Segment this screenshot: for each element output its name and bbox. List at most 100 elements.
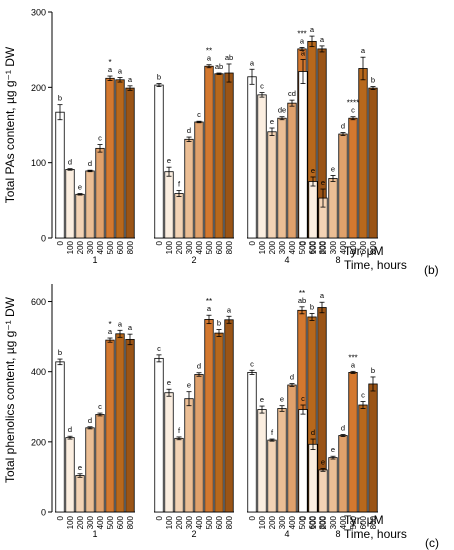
significance-letter: a [361, 46, 366, 55]
significance-letter: e [321, 458, 325, 467]
x-tick-label-tyr: 500 [298, 240, 307, 254]
bar [105, 77, 115, 239]
bar [184, 138, 194, 239]
bar [164, 171, 174, 239]
significance-letter: b [58, 94, 62, 103]
significance-letter: e [78, 463, 82, 472]
significance-star: **** [347, 99, 359, 108]
bar [164, 392, 174, 513]
significance-star: * [108, 58, 111, 67]
bar [224, 319, 234, 513]
significance-letter: b [310, 302, 314, 311]
significance-letter: de [278, 106, 286, 115]
significance-letter: d [341, 122, 345, 131]
bar [125, 87, 135, 239]
bar [287, 102, 297, 239]
bar [85, 170, 95, 239]
x-tick-label-tyr: 300 [278, 240, 287, 254]
significance-letter: b [157, 73, 161, 82]
bar [318, 469, 328, 513]
x-tick-label-tyr: 100 [165, 240, 174, 254]
x-group-label-time: 4 [284, 529, 289, 539]
bar [115, 79, 125, 239]
x-tick-label-tyr: 300 [329, 515, 338, 529]
y-tick-label-b: 200 [31, 83, 46, 93]
bar [55, 111, 65, 239]
significance-letter: a [207, 54, 212, 63]
x-tick-label-tyr: 0 [299, 515, 308, 520]
significance-letter: c [98, 134, 102, 143]
significance-star: *** [348, 353, 357, 362]
y-tick-label-b: 100 [31, 158, 46, 168]
bar [277, 117, 287, 239]
significance-letter: a [301, 48, 306, 57]
significance-letter: d [68, 425, 72, 434]
tyr-axis-title-c: Tyr, μM [344, 513, 384, 527]
bar [95, 414, 105, 513]
bar [174, 437, 184, 513]
x-tick-label-tyr: 0 [248, 240, 257, 245]
x-tick-label-tyr: 800 [318, 240, 327, 254]
x-tick-label-tyr: 800 [369, 515, 378, 529]
bar [154, 84, 164, 239]
significance-letter: a [351, 360, 356, 369]
bar [65, 169, 75, 239]
x-tick-label-tyr: 500 [349, 240, 358, 254]
significance-letter: b [371, 76, 375, 85]
x-tick-label-tyr: 100 [165, 515, 174, 529]
panel-label-c: (c) [425, 536, 439, 550]
bar [194, 374, 204, 513]
significance-letter: b [58, 348, 62, 357]
x-tick-label-tyr: 800 [225, 240, 234, 254]
significance-letter: a [310, 25, 315, 34]
significance-star: ** [299, 289, 305, 298]
bar [204, 65, 214, 239]
bar [224, 72, 234, 239]
significance-letter: c [361, 391, 365, 400]
x-tick-label-tyr: 400 [288, 240, 297, 254]
x-tick-label-tyr: 100 [66, 515, 75, 529]
significance-letter: a [108, 65, 113, 74]
y-tick-label-b: 300 [31, 8, 46, 18]
significance-letter: e [270, 117, 274, 126]
significance-star: ** [206, 47, 212, 56]
x-tick-label-tyr: 0 [155, 515, 164, 520]
bar [368, 87, 378, 239]
bar [247, 76, 257, 239]
significance-letter: a [118, 67, 123, 76]
significance-letter: e [187, 381, 191, 390]
tyr-axis-title-b: Tyr, μM [344, 244, 384, 258]
significance-star: ** [206, 297, 212, 306]
significance-letter: a [320, 291, 325, 300]
x-tick-label-tyr: 600 [116, 515, 125, 529]
significance-letter: d [88, 159, 92, 168]
bar [338, 435, 348, 513]
y-tick-label-b: 0 [41, 234, 46, 244]
x-tick-label-tyr: 200 [175, 515, 184, 529]
x-tick-label-tyr: 800 [126, 515, 135, 529]
x-tick-label-tyr: 800 [369, 240, 378, 254]
x-tick-label-tyr: 0 [56, 515, 65, 520]
x-tick-label-tyr: 0 [248, 515, 257, 520]
bar [154, 357, 164, 513]
x-tick-label-tyr: 300 [86, 240, 95, 254]
significance-letter: d [290, 373, 294, 382]
bar [358, 68, 368, 239]
significance-letter: d [341, 423, 345, 432]
significance-letter: e [311, 166, 315, 175]
significance-star: *** [297, 29, 306, 38]
x-tick-label-tyr: 200 [268, 515, 277, 529]
x-tick-label-tyr: 200 [319, 240, 328, 254]
x-tick-label-tyr: 400 [339, 515, 348, 529]
significance-letter: e [167, 156, 171, 165]
x-tick-label-tyr: 400 [96, 240, 105, 254]
significance-letter: a [227, 305, 232, 314]
significance-letter: e [78, 183, 82, 192]
bar [214, 332, 224, 513]
significance-letter: a [250, 58, 255, 67]
y-tick-label-c: 0 [41, 508, 46, 518]
significance-letter: a [128, 323, 133, 332]
significance-letter: a [108, 327, 113, 336]
